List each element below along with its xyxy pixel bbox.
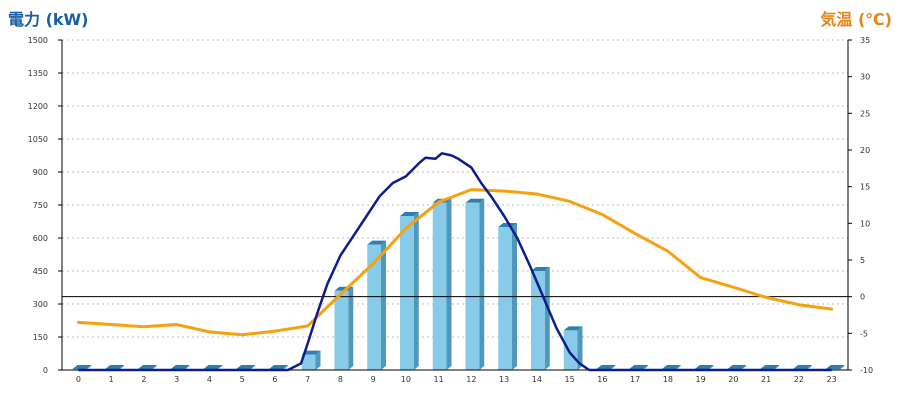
bar-side bbox=[577, 326, 583, 370]
x-tick-label: 1 bbox=[109, 375, 114, 384]
right-tick-label: -10 bbox=[860, 366, 873, 375]
bar-top bbox=[596, 365, 616, 369]
bar bbox=[367, 244, 382, 370]
bar-side bbox=[479, 198, 485, 370]
right-tick-label: 30 bbox=[860, 73, 870, 82]
x-tick-label: 0 bbox=[76, 375, 81, 384]
bar-top bbox=[727, 365, 747, 369]
bar-top bbox=[661, 365, 681, 369]
bar-top bbox=[760, 365, 780, 369]
bar-top bbox=[367, 240, 387, 245]
x-tick-label: 4 bbox=[207, 375, 212, 384]
left-tick-label: 900 bbox=[33, 168, 48, 177]
bar bbox=[465, 202, 480, 370]
bar bbox=[563, 330, 578, 370]
x-tick-label: 10 bbox=[401, 375, 411, 384]
bar-side bbox=[315, 350, 321, 370]
temperature-axis-title: 気温 (℃) bbox=[820, 10, 892, 29]
bar-top bbox=[399, 212, 419, 216]
bar-top bbox=[170, 365, 190, 369]
x-tick-label: 20 bbox=[728, 375, 738, 384]
right-tick-label: 25 bbox=[860, 109, 870, 118]
x-tick-label: 5 bbox=[240, 375, 245, 384]
x-tick-label: 17 bbox=[630, 375, 640, 384]
bar-layer bbox=[72, 198, 845, 370]
x-tick-label: 14 bbox=[532, 375, 542, 384]
right-tick-label: 10 bbox=[860, 219, 870, 228]
x-tick-label: 13 bbox=[499, 375, 509, 384]
x-tick-label: 2 bbox=[141, 375, 146, 384]
bar bbox=[498, 227, 513, 370]
right-tick-label: -5 bbox=[860, 329, 868, 338]
bar-side bbox=[413, 212, 419, 370]
power-line bbox=[78, 152, 832, 372]
bar-side bbox=[839, 365, 845, 370]
left-tick-label: 0 bbox=[43, 366, 48, 375]
x-tick-label: 3 bbox=[174, 375, 179, 384]
bar-top bbox=[694, 365, 714, 369]
power-axis-title: 電力 (kW) bbox=[8, 10, 89, 29]
x-tick-label: 23 bbox=[827, 375, 837, 384]
bar bbox=[399, 216, 414, 370]
right-tick-label: 15 bbox=[860, 183, 870, 192]
bar-side bbox=[348, 286, 354, 370]
bar-top bbox=[563, 326, 583, 331]
bar bbox=[432, 202, 447, 370]
right-tick-label: 5 bbox=[860, 256, 865, 265]
bar-side bbox=[446, 198, 452, 370]
bar-top bbox=[301, 350, 321, 355]
bar-top bbox=[72, 365, 92, 369]
bar-top bbox=[465, 198, 485, 203]
left-tick-label: 1050 bbox=[28, 135, 48, 144]
bar bbox=[301, 354, 316, 370]
x-tick-label: 19 bbox=[696, 375, 706, 384]
left-tick-label: 150 bbox=[33, 333, 48, 342]
x-tick-label: 7 bbox=[305, 375, 310, 384]
left-tick-label: 750 bbox=[33, 201, 48, 210]
grid-layer bbox=[62, 39, 848, 338]
x-tick-label: 8 bbox=[338, 375, 343, 384]
left-tick-label: 600 bbox=[33, 234, 48, 243]
bar-top bbox=[137, 365, 157, 369]
bar-top bbox=[530, 267, 550, 271]
bar-top bbox=[105, 365, 125, 369]
x-tick-label: 6 bbox=[272, 375, 277, 384]
right-tick-label: 35 bbox=[860, 36, 870, 45]
bar-top bbox=[236, 365, 256, 369]
temperature-line bbox=[76, 188, 834, 337]
x-tick-label: 21 bbox=[761, 375, 771, 384]
bar-top bbox=[498, 223, 518, 227]
bar-top bbox=[268, 365, 288, 369]
x-tick-label: 18 bbox=[663, 375, 673, 384]
bar-top bbox=[629, 365, 649, 369]
bar bbox=[334, 290, 349, 370]
label-layer: 01503004506007509001050120013501500-10-5… bbox=[28, 36, 873, 384]
x-tick-label: 22 bbox=[794, 375, 804, 384]
x-tick-label: 11 bbox=[434, 375, 444, 384]
x-tick-label: 15 bbox=[565, 375, 575, 384]
x-tick-label: 12 bbox=[466, 375, 476, 384]
x-tick-label: 9 bbox=[371, 375, 376, 384]
bar-side bbox=[544, 267, 550, 370]
line-layer bbox=[76, 152, 834, 372]
bar-top bbox=[203, 365, 223, 369]
left-tick-label: 1500 bbox=[28, 36, 48, 45]
bar bbox=[530, 271, 545, 370]
left-tick-label: 1200 bbox=[28, 102, 48, 111]
bar-top bbox=[792, 365, 812, 369]
right-tick-label: 20 bbox=[860, 146, 870, 155]
bar-top bbox=[825, 365, 845, 369]
right-tick-label: 0 bbox=[860, 293, 865, 302]
left-tick-label: 300 bbox=[33, 300, 48, 309]
left-tick-label: 450 bbox=[33, 267, 48, 276]
bar-side bbox=[381, 240, 387, 370]
left-tick-label: 1350 bbox=[28, 69, 48, 78]
x-tick-label: 16 bbox=[597, 375, 607, 384]
